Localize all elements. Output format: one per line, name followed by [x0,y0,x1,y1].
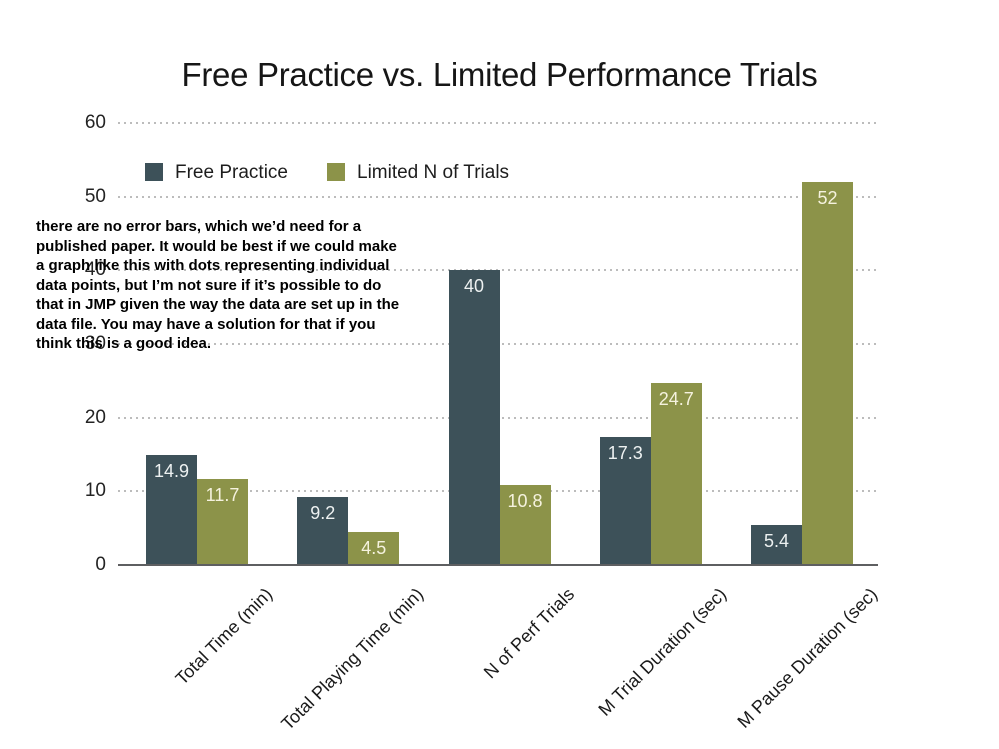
bar-limited-n-of-trials: 24.7 [650,382,702,565]
bar-free-practice: 40 [448,270,500,565]
y-axis-tick-label: 0 [95,554,106,575]
x-axis-line [118,564,878,566]
legend-label: Free Practice [175,162,288,183]
y-axis-tick-label: 10 [84,480,106,502]
bar-value-label: 24.7 [658,388,694,409]
bar-limited-n-of-trials: 11.7 [197,478,248,565]
y-axis-tick-label: 40 [84,259,106,281]
free-practice-swatch-icon [145,163,163,181]
bar-limited-n-of-trials: 52 [802,181,853,565]
x-axis-category-label: Total Playing Time (min) [277,584,428,734]
annotation-line: data file. You may have a solution for t… [36,315,376,333]
bar-free-practice: 14.9 [146,455,197,565]
x-axis-category-label: M Trial Duration (sec) [594,584,730,720]
bar-free-practice: 17.3 [599,437,651,565]
bar-value-label: 52 [817,187,838,208]
y-axis-tick-label: 50 [84,185,106,207]
x-axis-category-label: N of Perf Trials [480,584,579,683]
annotation-line: published paper. It would be best if we … [36,237,397,255]
annotation-line: data points, but I’m not sure if it’s po… [36,276,382,294]
bar-value-label: 5.4 [763,531,790,552]
chart-legend: Free Practice Limited N of Trials [0,162,999,184]
annotation-note: there are no error bars, which we’d need… [36,217,399,354]
bar-limited-n-of-trials: 4.5 [348,531,400,565]
x-axis-category-label: M Pause Duration (sec) [733,584,882,732]
y-axis-tick-label: 30 [84,332,106,354]
bar-free-practice: 5.4 [751,525,802,565]
annotation-line: there are no error bars, which we’d need… [36,218,362,235]
bar-free-practice: 9.2 [297,497,349,565]
annotation-line: think this is a good idea. [36,335,212,352]
bar-value-label: 10.8 [507,491,543,512]
bar-value-label: 40 [463,276,485,297]
x-axis-category-label: Total Time (min) [171,584,277,689]
limited-n-of-trials-swatch-icon [327,163,345,181]
bar-value-label: 17.3 [607,443,643,464]
annotation-line: that in JMP given the way the data are s… [36,296,400,313]
bar-value-label: 4.5 [361,537,387,558]
chart-title: Free Practice vs. Limited Performance Tr… [181,56,818,93]
bar-value-label: 14.9 [153,461,190,482]
y-axis-tick-label: 20 [84,406,106,428]
gridline-y-50 [118,195,878,198]
bar-value-label: 9.2 [310,503,336,524]
legend-label: Limited N of Trials [357,162,510,183]
y-axis-tick-label: 60 [84,111,106,133]
bar-value-label: 11.7 [205,484,240,505]
bar-limited-n-of-trials: 10.8 [499,485,551,565]
annotation-line: a graph like this with dots representing… [36,257,390,274]
gridline-y-60 [118,121,878,124]
